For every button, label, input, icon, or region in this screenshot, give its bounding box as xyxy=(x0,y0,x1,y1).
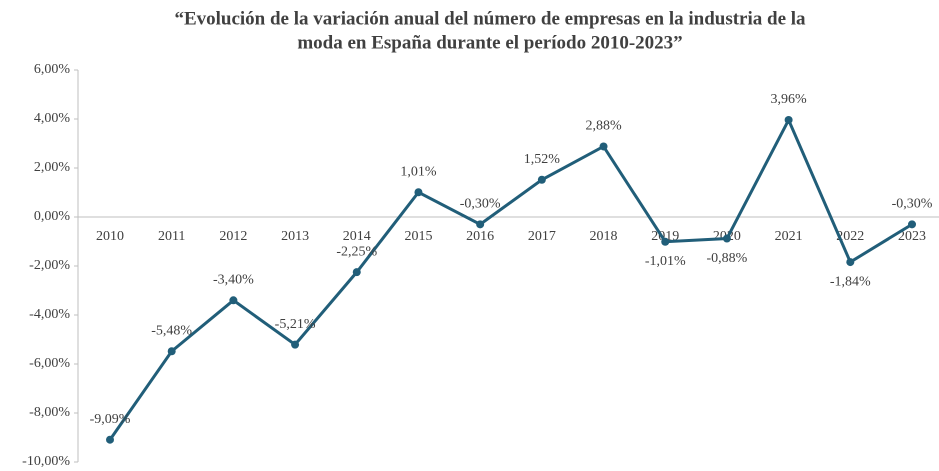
x-tick-label: 2010 xyxy=(96,229,124,244)
point xyxy=(599,142,608,151)
value-label: -9,09% xyxy=(90,412,131,427)
point xyxy=(106,435,114,444)
point xyxy=(414,188,423,197)
y-tick-label: -4,00% xyxy=(29,307,70,322)
chart-title: moda en España durante el período 2010-2… xyxy=(297,32,682,53)
point xyxy=(229,296,238,305)
value-label: -0,30% xyxy=(460,197,501,212)
y-tick-label: -10,00% xyxy=(22,454,70,469)
x-tick-label: 2022 xyxy=(836,229,864,244)
point xyxy=(167,347,176,356)
y-tick-label: -2,00% xyxy=(29,258,70,273)
value-label: -5,21% xyxy=(275,317,316,332)
value-label: 1,01% xyxy=(400,164,437,179)
x-tick-label: 2023 xyxy=(898,229,926,244)
y-tick-label: -8,00% xyxy=(29,405,70,420)
x-tick-label: 2014 xyxy=(343,229,371,244)
value-label: 2,88% xyxy=(585,119,622,134)
point xyxy=(476,220,485,229)
y-tick-label: 6,00% xyxy=(34,62,71,77)
value-label: -1,84% xyxy=(830,274,871,289)
point xyxy=(784,115,793,124)
x-tick-label: 2017 xyxy=(528,229,556,244)
y-tick-label: 0,00% xyxy=(34,209,71,224)
value-label: -1,01% xyxy=(645,254,686,269)
value-label: -3,40% xyxy=(213,273,254,288)
x-tick-label: 2016 xyxy=(466,229,494,244)
line xyxy=(108,116,913,441)
x-tick-label: 2021 xyxy=(775,229,803,244)
value-label: -0,88% xyxy=(707,251,748,266)
value-label: 1,52% xyxy=(524,152,561,167)
x-tick-label: 2013 xyxy=(281,229,309,244)
chart-title: “Evolución de la variación anual del núm… xyxy=(174,8,806,29)
x-tick-label: 2011 xyxy=(158,229,185,244)
value-label: -5,48% xyxy=(151,323,192,338)
point xyxy=(291,340,300,349)
y-tick-label: -6,00% xyxy=(29,356,70,371)
point xyxy=(537,175,546,184)
point xyxy=(846,258,855,267)
x-tick-label: 2018 xyxy=(590,229,618,244)
point xyxy=(722,234,731,243)
x-tick-label: 2012 xyxy=(219,229,247,244)
value-label: -2,25% xyxy=(336,244,377,259)
x-tick-label: 2015 xyxy=(404,229,432,244)
y-tick-label: 4,00% xyxy=(34,111,71,126)
y-tick-label: 2,00% xyxy=(34,160,71,175)
value-label: -0,30% xyxy=(892,197,933,212)
point xyxy=(661,237,670,246)
value-label: 3,96% xyxy=(771,92,808,107)
point xyxy=(908,220,916,229)
point xyxy=(352,268,361,277)
